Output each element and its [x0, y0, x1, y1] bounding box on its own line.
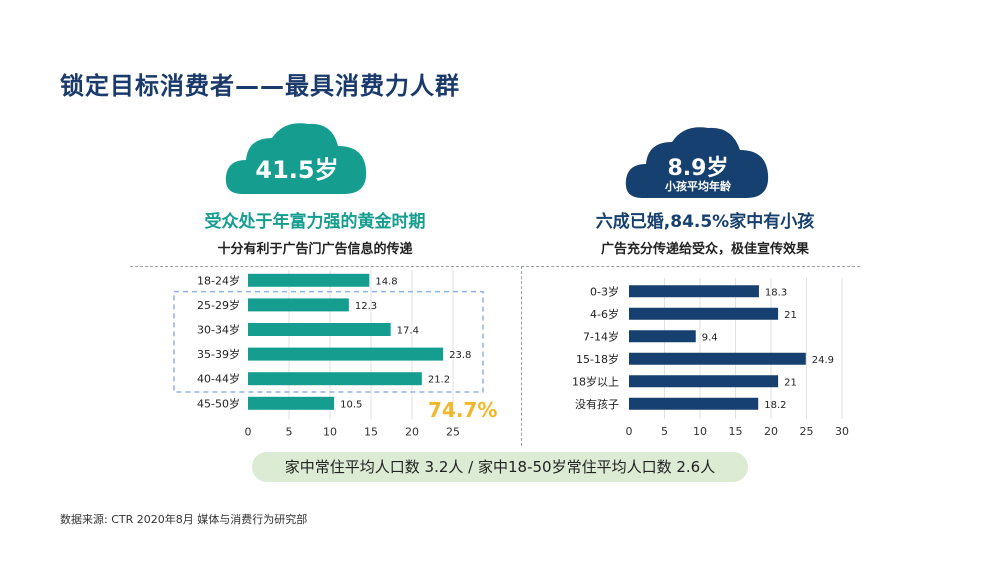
data-label: 18.3: [765, 287, 787, 298]
data-label: 21: [784, 310, 797, 321]
bar: [629, 375, 779, 388]
data-label: 10.5: [340, 399, 362, 410]
x-tick-label: 25: [446, 426, 460, 439]
x-tick-label: 10: [323, 426, 337, 439]
category-label: 0-3岁: [590, 284, 619, 298]
right-cloud: 8.9岁 小孩平均年龄: [622, 122, 774, 200]
data-label: 21.2: [428, 375, 450, 386]
category-label: 4-6岁: [590, 307, 619, 321]
x-tick-label: 5: [286, 426, 293, 439]
right-headline: 六成已婚,84.5%家中有小孩: [595, 212, 815, 232]
bar: [248, 298, 349, 312]
divider-vertical: [521, 266, 522, 446]
bar: [629, 352, 806, 365]
right-subline: 广告充分传递给受众，极佳宣传效果: [600, 242, 809, 257]
bar: [629, 307, 779, 320]
highlight-box: [173, 290, 484, 393]
right-bar-chart: 0 5 10 15 20 25 30 0-3岁 18.3 4-6岁 21 7-14岁 9.4 15-18岁…: [572, 278, 849, 438]
bar: [629, 330, 696, 343]
category-label: 45-50岁: [197, 396, 240, 410]
x-tick-label: 5: [661, 425, 668, 438]
category-label: 18岁以上: [572, 374, 619, 388]
data-label: 24.9: [812, 355, 834, 366]
right-cloud-sub: 小孩平均年龄: [665, 180, 731, 193]
data-source: 数据来源: CTR 2020年8月 媒体与消费行为研究部: [60, 513, 308, 526]
left-bar-chart: 0 5 10 15 20 25 18-24岁 14.8 25-29岁 12.3 30-34岁 17.4…: [173, 270, 484, 439]
category-label: 18-24岁: [197, 273, 240, 287]
page-title: 锁定目标消费者——最具消费力人群: [60, 72, 460, 100]
category-label: 35-39岁: [197, 347, 240, 361]
x-tick-label: 30: [835, 425, 849, 438]
left-headline: 受众处于年富力强的黄金时期: [204, 212, 426, 232]
x-tick-label: 25: [800, 425, 814, 438]
highlight-percent: 74.7%: [428, 398, 498, 422]
x-tick-label: 20: [764, 425, 778, 438]
category-label: 40-44岁: [197, 372, 240, 386]
summary-banner: 家中常住平均人口数 3.2人 / 家中18-50岁常住平均人口数 2.6人: [252, 452, 748, 482]
data-label: 9.4: [702, 332, 718, 343]
right-cloud-value: 8.9岁: [667, 156, 729, 181]
bar: [248, 273, 370, 287]
cloud-icon: [625, 127, 769, 198]
category-label: 7-14岁: [583, 329, 619, 343]
bar: [248, 323, 391, 336]
data-label: 12.3: [355, 301, 377, 312]
bar: [248, 372, 422, 386]
x-tick-label: 15: [364, 426, 378, 439]
bar: [248, 396, 335, 410]
bar: [629, 285, 759, 298]
left-cloud-value: 41.5岁: [255, 156, 339, 184]
cloud-icon: [225, 123, 367, 194]
x-tick-label: 10: [693, 425, 707, 438]
bar: [629, 397, 759, 410]
x-tick-label: 15: [729, 425, 743, 438]
category-label: 15-18岁: [576, 352, 619, 366]
divider-horizontal: [130, 266, 860, 267]
data-label: 23.8: [449, 350, 471, 361]
data-label: 14.8: [375, 276, 397, 287]
bar: [248, 347, 444, 361]
category-label: 30-34岁: [197, 323, 240, 337]
x-tick-label: 20: [405, 426, 419, 439]
x-tick-label: 0: [245, 426, 252, 439]
x-tick-label: 0: [626, 425, 633, 438]
left-cloud: 41.5岁: [222, 118, 372, 196]
data-label: 17.4: [397, 326, 419, 337]
data-label: 21: [784, 377, 797, 388]
data-label: 18.2: [764, 400, 786, 411]
category-label: 25-29岁: [197, 298, 240, 312]
category-label: 没有孩子: [575, 397, 619, 411]
left-subline: 十分有利于广告门广告信息的传递: [217, 242, 413, 257]
